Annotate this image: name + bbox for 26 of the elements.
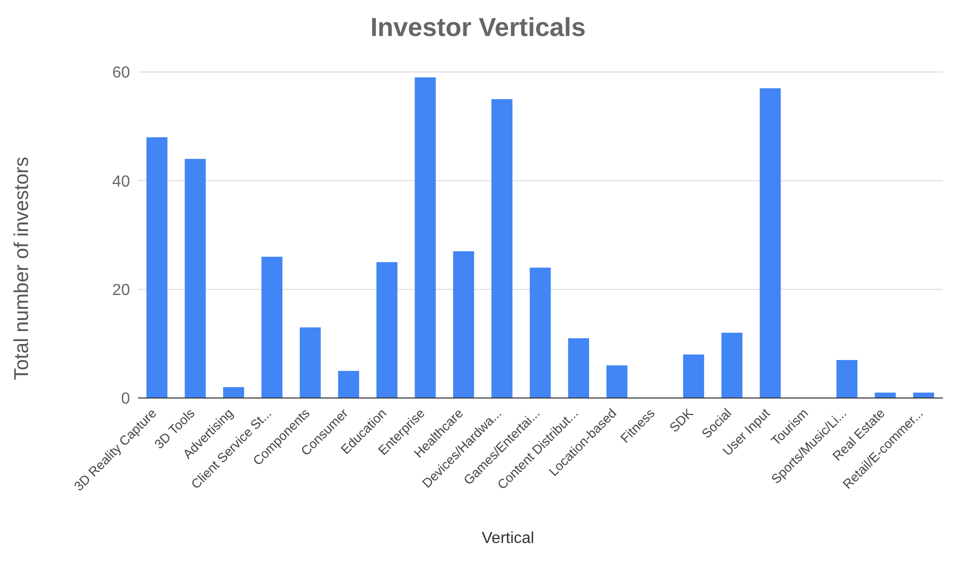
bar <box>453 251 474 398</box>
bar <box>530 268 551 398</box>
bar <box>913 392 934 398</box>
y-tick-label: 20 <box>112 282 130 300</box>
bar <box>721 332 742 398</box>
y-axis-title: Total number of investors <box>12 156 34 380</box>
y-tick-label: 40 <box>112 173 130 190</box>
chart-title: Investor Verticals <box>369 12 587 43</box>
bar <box>836 360 858 398</box>
bar <box>683 354 704 398</box>
bar <box>414 77 436 398</box>
bar <box>376 262 398 398</box>
bar <box>568 338 590 398</box>
bar <box>184 158 206 398</box>
y-tick-label: 0 <box>121 390 130 408</box>
bar <box>300 327 321 398</box>
bar <box>338 370 360 398</box>
bar <box>261 256 282 398</box>
bar <box>223 387 244 398</box>
bar <box>760 88 781 398</box>
bar <box>491 99 512 398</box>
y-tick-label: 60 <box>112 64 130 82</box>
x-axis-title: Vertical <box>480 530 536 548</box>
bar <box>146 137 168 398</box>
bar <box>874 392 896 398</box>
bar <box>606 365 628 398</box>
